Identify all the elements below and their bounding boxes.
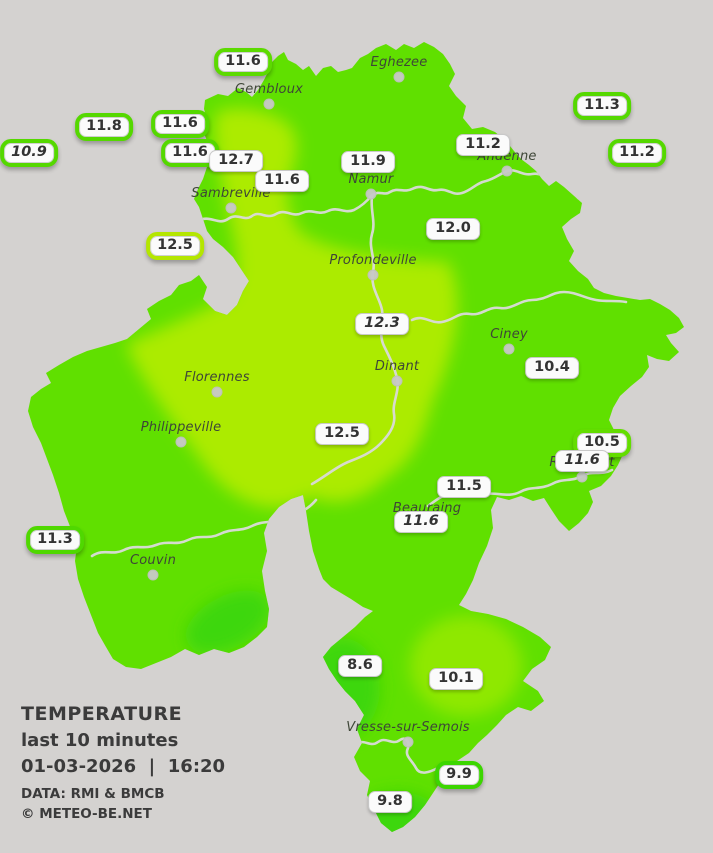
city-dot [225,202,237,214]
data-source: DATA: RMI & BMCB [21,786,165,802]
title-block: TEMPERATURE last 10 minutes 01-03-2026 |… [21,703,225,822]
city-label: Dinant [374,359,420,374]
city-dot [391,375,403,387]
city-dot [367,269,379,281]
city-dot [365,188,377,200]
city-label: Sambreville [191,186,271,201]
temperature-badge: 11.5 [437,476,491,498]
temperature-badge: 8.6 [338,655,382,677]
temperature-badge: 9.8 [368,791,412,813]
map-title: TEMPERATURE [21,703,183,725]
city-dot [501,165,513,177]
temperature-badge: 11.8 [75,113,133,141]
city-dot [147,569,159,581]
temperature-badge: 12.0 [426,218,480,240]
map-subtitle: last 10 minutes [21,730,179,751]
mild-temperature-region [410,616,522,716]
temperature-badge: 10.4 [525,357,579,379]
city-label: Eghezee [370,55,428,70]
city-dot [393,71,405,83]
city-dot [175,436,187,448]
map-datetime: 01-03-2026 | 16:20 [21,756,226,777]
city-dot [211,386,223,398]
temperature-badge: 11.6 [151,110,209,138]
city-dot [576,471,588,483]
temperature-badge: 12.5 [315,423,369,445]
city-label: Ciney [490,327,528,342]
city-label: Gembloux [234,82,304,97]
cool-temperature-region [185,590,271,654]
city-dot [503,343,515,355]
city-label: Namur [348,172,394,187]
temperature-badge: 12.3 [355,313,409,335]
city-dot [263,98,275,110]
temperature-badge: 12.7 [209,150,263,172]
river-bocq [410,290,628,324]
temperature-badge: 10.9 [0,139,58,167]
temperature-badge: 11.6 [394,511,448,533]
temperature-badge: 12.5 [146,232,204,260]
temperature-badge: 9.9 [435,761,483,789]
city-label: Profondeville [329,253,417,268]
temperature-badge: 11.9 [341,151,395,173]
city-label: Vresse-sur-Semois [346,720,470,735]
city-label: Florennes [184,370,250,385]
temperature-badge: 11.6 [255,170,309,192]
river-sambre [196,193,374,223]
temperature-badge: 11.2 [608,139,666,167]
river-meuse-south [310,194,399,486]
city-dot [402,736,414,748]
city-label: Philippeville [140,420,222,435]
city-label: Couvin [129,553,177,568]
temperature-badge: 11.2 [456,134,510,156]
temperature-badge: 11.6 [555,450,609,472]
temperature-badge: 11.6 [214,48,272,76]
temperature-badge: 11.3 [26,526,84,554]
warm-temperature-region [126,108,458,508]
copyright: © METEO-BE.NET [21,806,152,822]
temperature-badge: 11.3 [573,92,631,120]
temperature-badge: 10.1 [429,668,483,690]
